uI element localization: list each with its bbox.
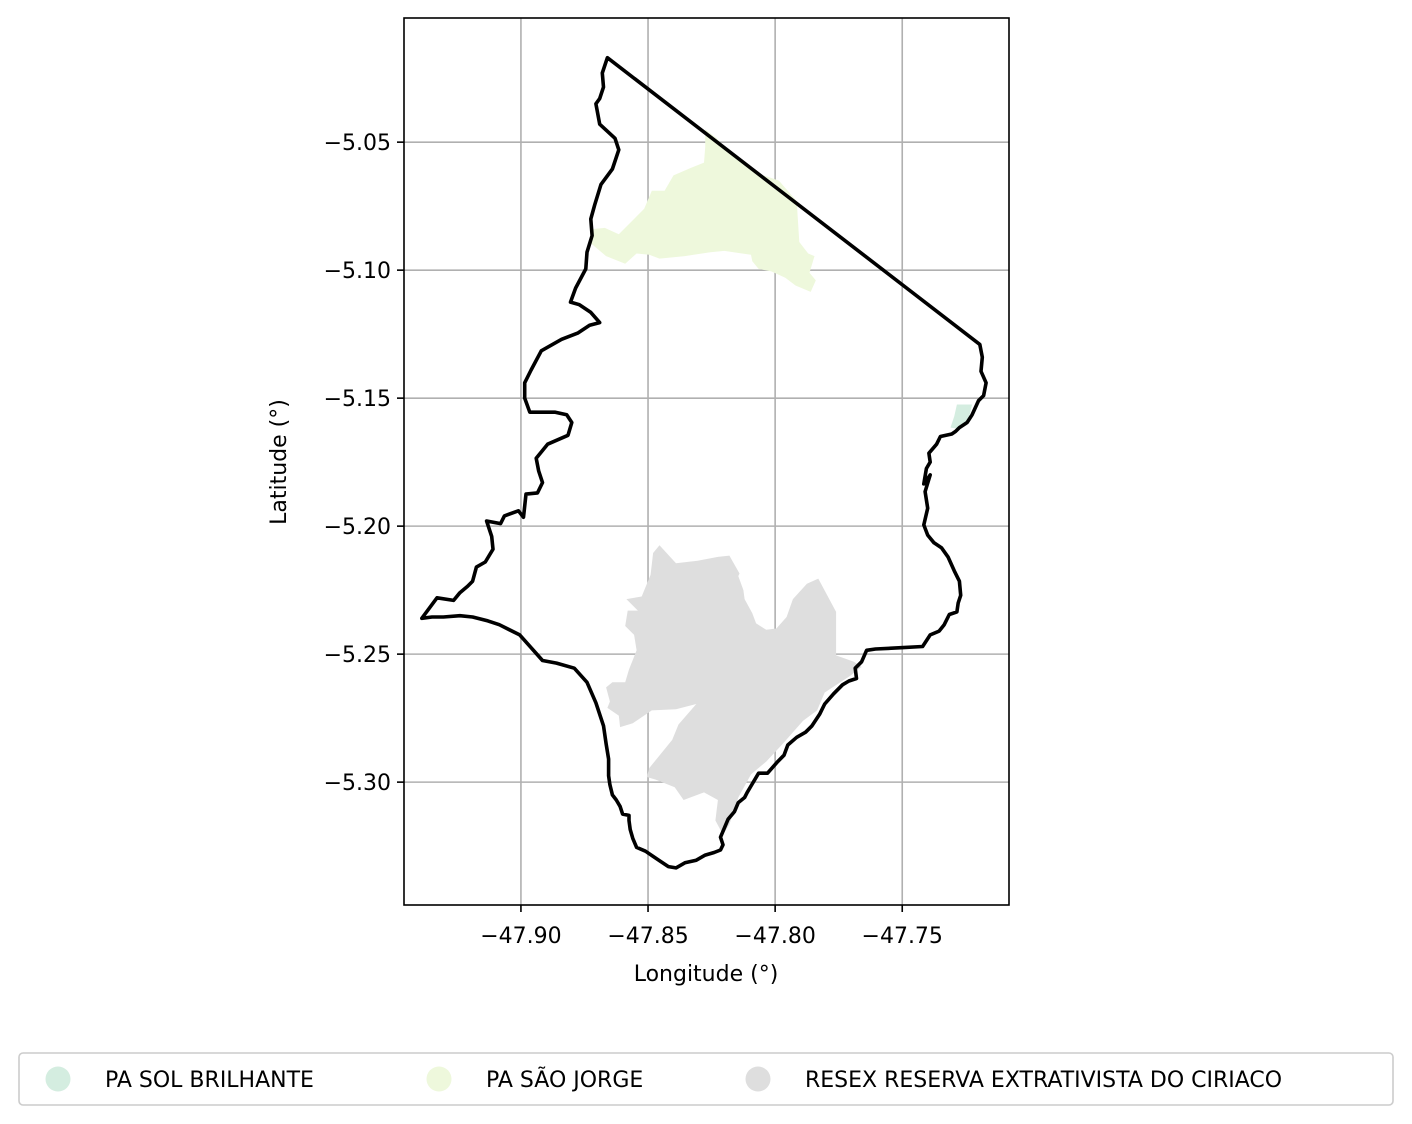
y-tick-label: −5.30 [324, 771, 391, 796]
x-tick-label: −47.80 [734, 924, 815, 949]
area-pa-sao-jorge [590, 129, 816, 292]
legend-label-pa-sol-brilhante: PA SOL BRILHANTE [105, 1068, 314, 1093]
legend-marker-pa-sol-brilhante [45, 1066, 71, 1092]
x-axis-title: Longitude (°) [634, 962, 779, 987]
legend-entry-pa-sao-jorge: PA SÃO JORGE [426, 1066, 643, 1093]
legend-label-pa-sao-jorge: PA SÃO JORGE [486, 1066, 643, 1093]
x-tick-label: −47.90 [480, 924, 561, 949]
y-tick-label: −5.20 [324, 515, 391, 540]
y-axis-title: Latitude (°) [267, 399, 292, 525]
plot-frame [403, 17, 1010, 906]
y-tick-label: −5.15 [324, 387, 391, 412]
y-tick-label: −5.25 [324, 643, 391, 668]
x-tick-label: −47.75 [862, 924, 943, 949]
legend-entry-pa-sol-brilhante: PA SOL BRILHANTE [45, 1066, 314, 1093]
area-resex-reserva-extrativista-do-ciriaco [606, 545, 862, 835]
legend-frame [18, 1052, 1394, 1106]
legend-entry-resex-ciriaco: RESEX RESERVA EXTRATIVISTA DO CIRIACO [745, 1066, 1282, 1093]
x-tick-label: −47.85 [607, 924, 688, 949]
municipality-boundary [419, 55, 988, 870]
legend: PA SOL BRILHANTE PA SÃO JORGE RESEX RESE… [18, 1052, 1394, 1106]
legend-marker-resex-ciriaco [745, 1066, 771, 1092]
y-tick-label: −5.10 [324, 259, 391, 284]
y-tick-label: −5.05 [324, 131, 391, 156]
map-polygons [419, 55, 988, 870]
axis-ticks: −47.90 −47.85 −47.80 −47.75 −5.05 −5.10 −5.15 −… [324, 131, 943, 949]
legend-marker-pa-sao-jorge [426, 1066, 452, 1092]
legend-label-resex-ciriaco: RESEX RESERVA EXTRATIVISTA DO CIRIACO [805, 1068, 1282, 1093]
